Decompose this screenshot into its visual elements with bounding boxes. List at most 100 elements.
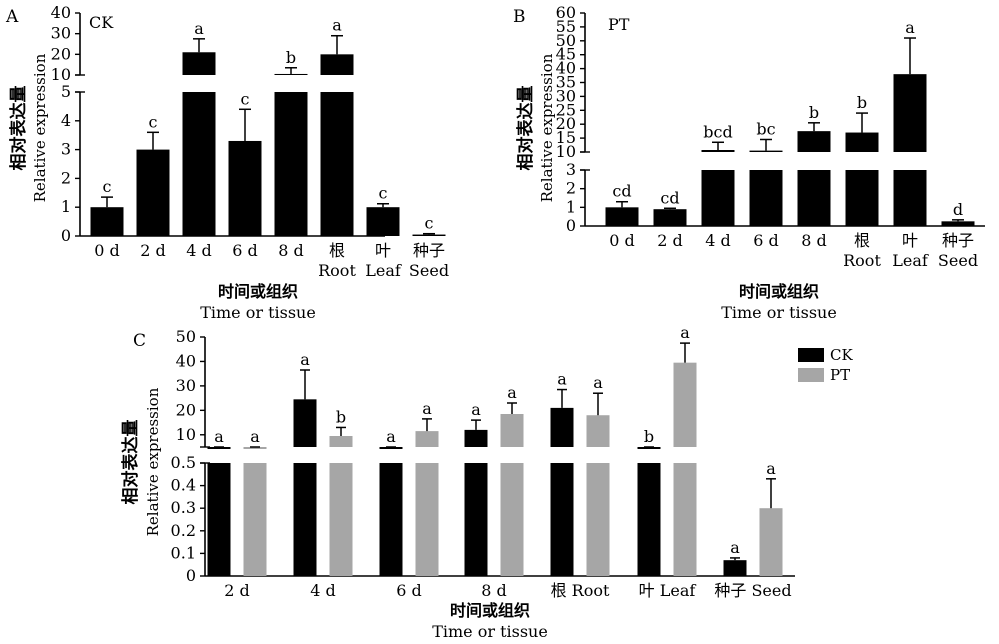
panel-c-significance-letter-ck: a [214,427,224,446]
panel-c-bar-pt-lower-segment [673,463,697,576]
panel-c-bar-ck-upper-segment [207,447,231,449]
panel-b-y-tick-label: 30 [556,86,576,105]
panel-b-title: PT [608,15,630,34]
panel-c-significance-letter-pt: a [593,373,603,392]
panel-a-bar-lower-segment [182,92,216,236]
panel-c-ylabel-en: Relative expression [144,387,162,536]
panel-a-x-tick-label: 8 d [278,241,304,260]
panel-a-y-tick-label: 10 [51,65,71,84]
panel-a-bar [136,149,170,236]
panel-c-significance-letter-ck: a [300,350,310,369]
panel-c-bar-pt-upper-segment [673,362,697,447]
panel-c-significance-letter-pt: a [507,383,517,402]
panel-a-significance-letter: b [286,48,296,67]
panel-c-bar-pt-lower-segment [500,463,524,576]
panel-b-x-tick-label: 种子 [942,231,974,250]
panel-c-xlabel-en: Time or tissue [432,622,548,641]
panel-b-significance-letter: cd [612,182,631,201]
panel-c-y-tick-label: 20 [176,400,196,419]
panel-b-x-tick-label: 叶 [902,231,918,250]
panel-b-y-tick-label: 50 [556,31,576,50]
panel-b-bar [605,207,639,226]
panel-c-significance-letter-ck: a [557,370,567,389]
panel-b-x-tick-label: 6 d [753,231,779,250]
panel-a-y-tick-label: 2 [61,168,71,187]
panel-c-bar-pt-upper-segment [243,447,267,449]
panel-a-y-tick-label: 40 [51,3,71,22]
panel-c-y-tick-label: 0.4 [171,476,196,495]
panel-c-significance-letter-pt: b [336,407,346,426]
panel-c-bar-pt [759,508,783,576]
panel-c-bar-ck-upper-segment [464,429,488,447]
panel-a-significance-letter: c [425,214,434,233]
panel-c-significance-letter-ck: a [471,400,481,419]
panel-b-bar-upper-segment [893,74,927,152]
panel-c-bar-ck-lower-segment [293,463,317,576]
panel-b-bar-lower-segment [701,170,735,226]
panel-b-x-tick-label-en: Root [843,251,881,270]
panel-b-y-tick-label: 40 [556,59,576,78]
panel-c-y-tick-label: 10 [176,425,196,444]
panel-a-significance-letter: a [332,16,342,35]
panel-b-x-tick-label: 4 d [705,231,731,250]
panel-c-y-tick-label: 40 [176,351,196,370]
panel-b-y-tick-label: 45 [556,45,576,64]
panel-c-bar-ck-lower-segment [637,463,661,576]
panel-a-x-tick-label: 叶 [375,241,391,260]
legend-swatch-ck [798,348,824,362]
panel-b-y-tick-label: 35 [556,73,576,92]
panel-c-bar-ck [723,560,747,576]
panel-a-y-tick-label: 30 [51,24,71,43]
panel-c-x-tick-label: 4 d [310,581,336,600]
panel-c-bar-pt-upper-segment [329,436,353,447]
panel-a-bar [412,234,446,236]
panel-a-bar-lower-segment [320,92,354,236]
panel-b-significance-letter: a [905,18,915,37]
panel-a-x-tick-label-en: Root [318,261,356,280]
panel-c-significance-letter-pt: a [680,323,690,342]
panel-a-y-tick-label: 4 [61,111,71,130]
legend: CK PT [798,346,853,384]
panel-b-bar-upper-segment [845,132,879,152]
panel-c-x-tick-label: 8 d [481,581,507,600]
panel-c-bar-pt-upper-segment [415,431,439,447]
panel-b-significance-letter: b [857,93,867,112]
panel-a-significance-letter: a [194,19,204,38]
panel-c-y-tick-label: 0.1 [171,543,196,562]
panel-b-bar-lower-segment [845,170,879,226]
panel-b-x-tick-label-en: Seed [938,251,978,270]
panel-c-bar-pt-lower-segment [415,463,439,576]
panel-b-bar [941,221,975,226]
panel-a-significance-letter: c [103,177,112,196]
panel-c-bar-pt-upper-segment [586,415,610,447]
panel-a-x-tick-label-en: Leaf [365,261,402,280]
panel-c-bar-pt-lower-segment [329,463,353,576]
panel-b-y-tick-label: 60 [556,3,576,22]
panel-c-x-tick-label: 2 d [224,581,250,600]
panel-c-significance-letter-pt: a [422,399,432,418]
panel-c-x-tick-label: 叶 Leaf [639,581,697,600]
panel-c-chart: C 0 0.1 0.2 0.3 0.4 0.5 10 20 30 40 50 a a 2 d a b 4 d a a… [120,323,853,641]
panel-a-xlabel-cn: 时间或组织 [218,282,298,301]
panel-b-bar-upper-segment [749,150,783,152]
panel-c-bar-ck-lower-segment [207,463,231,576]
panel-a-significance-letter: c [379,184,388,203]
panel-b-significance-letter: b [809,103,819,122]
panel-c-y-tick-label: 0 [186,566,196,585]
panel-b-y-tick-label: 55 [556,17,576,36]
panel-b-xlabel-en: Time or tissue [721,303,837,322]
panel-c-significance-letter-ck: b [644,427,654,446]
panel-b-ylabel-cn: 相对表达量 [515,86,536,171]
panel-a-ylabel-en: Relative expression [31,53,49,202]
panel-a-title: CK [89,13,114,32]
panel-b-x-tick-label: 0 d [609,231,635,250]
panel-c-bar-ck-upper-segment [379,447,403,449]
panel-a-x-tick-label: 种子 [413,241,445,260]
panel-b-bar-lower-segment [797,170,831,226]
panel-c-y-tick-label: 50 [176,327,196,346]
panel-b-y-tick-label: 1 [566,197,576,216]
panel-a-x-tick-label: 0 d [94,241,120,260]
panel-a-bar-upper-segment [274,73,308,75]
